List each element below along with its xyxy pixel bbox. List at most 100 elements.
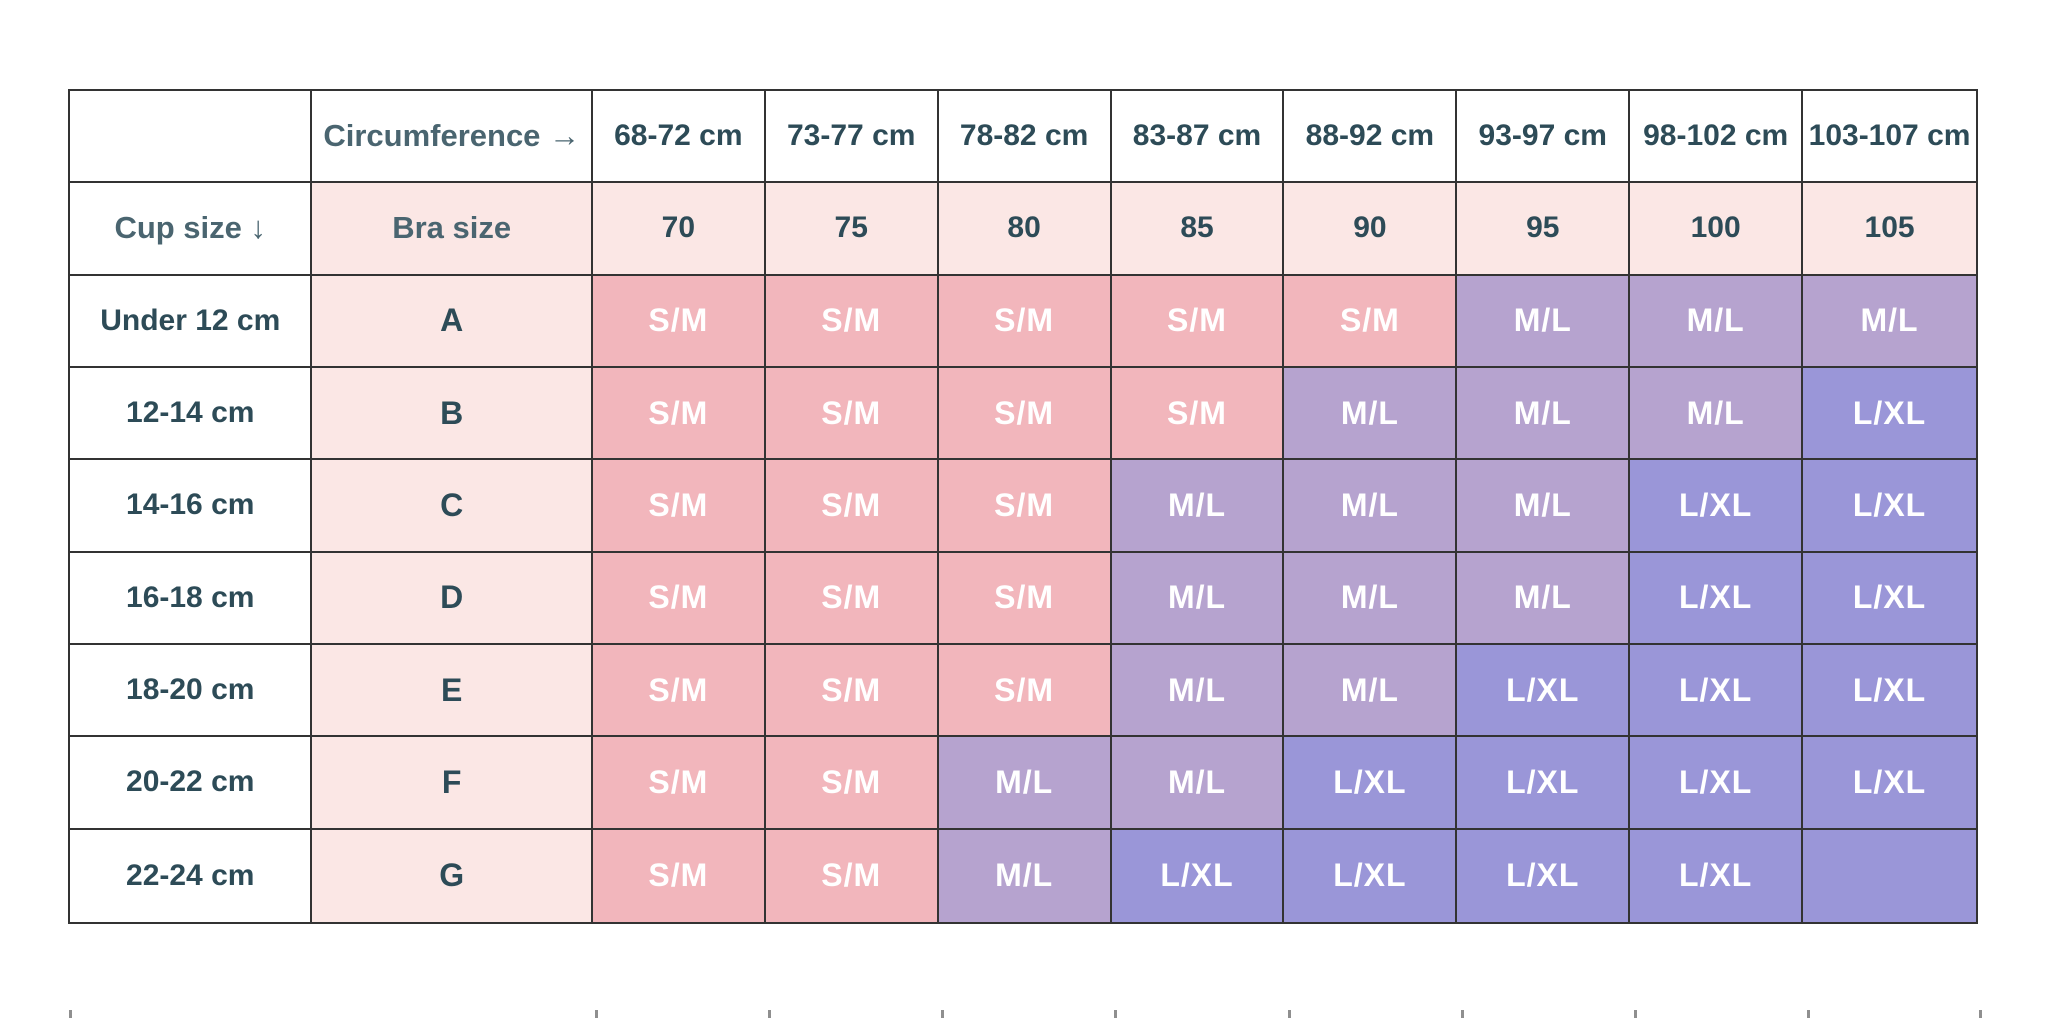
cup-letter: C [312,460,593,553]
cup-letter: F [312,737,593,830]
size-cell: M/L [1111,645,1285,738]
corner-cell [70,91,313,184]
size-cell: S/M [765,275,939,368]
size-cell: M/L [1457,552,1631,645]
bra-size-value: 105 [1803,183,1976,276]
size-cell: L/XL [1111,829,1285,922]
size-cell: S/M [938,275,1112,368]
cup-range-label: 16-18 cm [70,552,313,645]
size-cell: M/L [1457,460,1631,553]
size-cell: M/L [1284,645,1458,738]
size-cell: L/XL [1803,737,1976,830]
cup-size-header: Cup size ↓ [70,183,313,276]
circumference-range-header: 98-102 cm [1630,91,1804,184]
size-cell: M/L [938,829,1112,922]
size-cell: S/M [1284,275,1458,368]
tick-mark [1114,1010,1117,1018]
size-cell: S/M [765,645,939,738]
size-cell: M/L [1111,460,1285,553]
size-cell: S/M [592,460,766,553]
size-cell: M/L [1630,368,1804,461]
size-cell: L/XL [1457,645,1631,738]
cup-range-label: 12-14 cm [70,368,313,461]
bra-size-value: 70 [592,183,766,276]
size-cell: S/M [592,275,766,368]
bra-size-value: 100 [1630,183,1804,276]
tick-mark [595,1010,598,1018]
size-cell: M/L [1803,275,1976,368]
size-cell: L/XL [1630,737,1804,830]
size-cell: S/M [765,368,939,461]
cup-letter: G [312,829,593,922]
circumference-range-header: 68-72 cm [592,91,766,184]
size-cell: L/XL [1630,460,1804,553]
cup-letter: D [312,552,593,645]
size-cell: M/L [1457,275,1631,368]
size-cell: L/XL [1803,460,1976,553]
size-cell: S/M [765,829,939,922]
size-cell: S/M [592,829,766,922]
size-cell: S/M [765,552,939,645]
tick-mark [69,1010,72,1018]
size-cell: M/L [1284,368,1458,461]
cup-range-label: Under 12 cm [70,275,313,368]
cup-letter: B [312,368,593,461]
circumference-range-header: 103-107 cm [1803,91,1976,184]
circumference-range-header: 83-87 cm [1111,91,1285,184]
size-chart-table: Circumference → 68-72 cm 73-77 cm 78-82 cm 8… [68,89,1978,924]
size-cell: M/L [1457,368,1631,461]
cup-letter: A [312,275,593,368]
size-cell: M/L [1111,737,1285,830]
bra-size-value: 80 [938,183,1112,276]
cup-range-label: 18-20 cm [70,645,313,738]
size-cell: L/XL [1803,645,1976,738]
circumference-range-header: 88-92 cm [1284,91,1458,184]
tick-mark [1807,1010,1810,1018]
size-cell [1803,829,1976,922]
size-cell: S/M [765,737,939,830]
circumference-range-header: 93-97 cm [1457,91,1631,184]
size-cell: S/M [592,552,766,645]
bra-size-value: 95 [1457,183,1631,276]
size-cell: L/XL [1457,829,1631,922]
size-cell: M/L [1284,460,1458,553]
cup-letter: E [312,645,593,738]
size-cell: L/XL [1284,829,1458,922]
size-cell: S/M [1111,368,1285,461]
size-cell: S/M [1111,275,1285,368]
size-cell: S/M [765,460,939,553]
size-cell: S/M [592,645,766,738]
size-cell: S/M [938,368,1112,461]
tick-mark [1461,1010,1464,1018]
size-cell: L/XL [1630,645,1804,738]
size-cell: S/M [592,737,766,830]
tick-mark [941,1010,944,1018]
size-cell: S/M [938,552,1112,645]
size-cell: S/M [938,645,1112,738]
bra-size-header: Bra size [312,183,593,276]
size-cell: M/L [1284,552,1458,645]
size-cell: M/L [1630,275,1804,368]
size-cell: M/L [1111,552,1285,645]
size-cell: L/XL [1630,829,1804,922]
size-cell: L/XL [1457,737,1631,830]
bra-size-value: 75 [765,183,939,276]
size-cell: L/XL [1630,552,1804,645]
bra-size-value: 85 [1111,183,1285,276]
cup-range-label: 20-22 cm [70,737,313,830]
tick-mark [1288,1010,1291,1018]
tick-mark [1634,1010,1637,1018]
tick-mark [1979,1010,1982,1018]
size-cell: S/M [938,460,1112,553]
size-cell: L/XL [1284,737,1458,830]
circumference-range-header: 73-77 cm [765,91,939,184]
cup-range-label: 14-16 cm [70,460,313,553]
size-cell: L/XL [1803,368,1976,461]
circumference-range-header: 78-82 cm [938,91,1112,184]
size-cell: M/L [938,737,1112,830]
size-cell: S/M [592,368,766,461]
bra-size-value: 90 [1284,183,1458,276]
size-cell: L/XL [1803,552,1976,645]
circumference-header: Circumference → [312,91,593,184]
